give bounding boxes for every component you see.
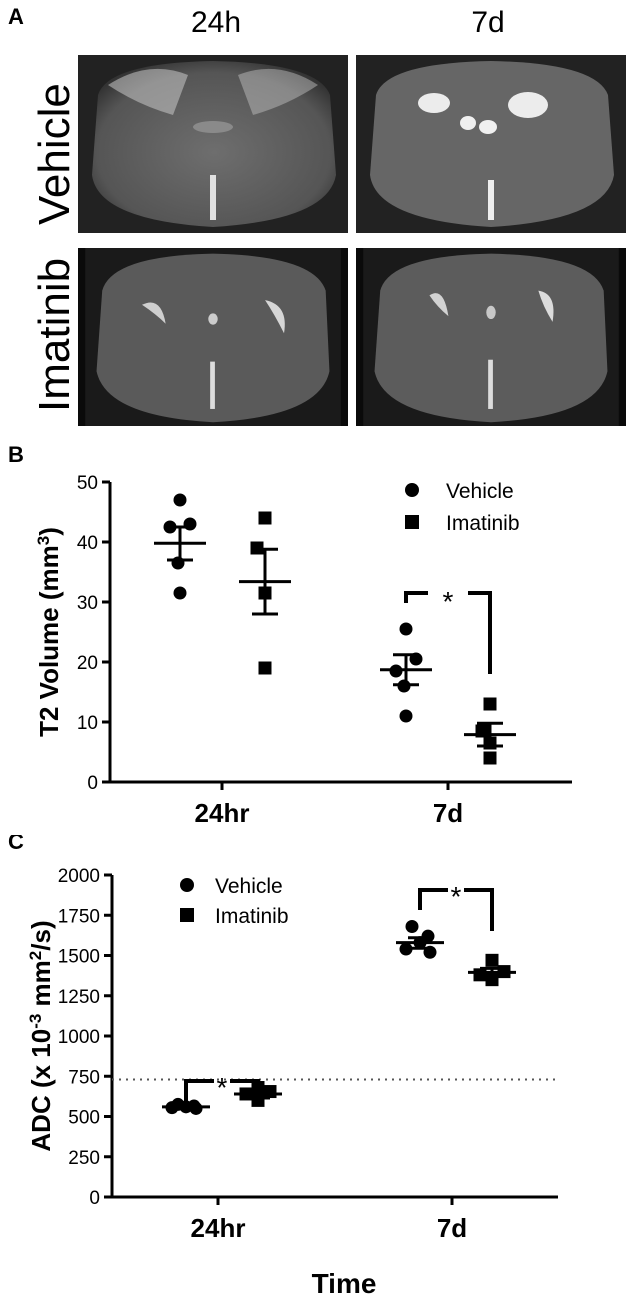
data-point-vehicle — [399, 942, 413, 956]
significance-label: * — [443, 586, 454, 617]
x-tick-label: 7d — [433, 798, 463, 828]
row-label-vehicle: Vehicle — [30, 83, 79, 225]
data-point-vehicle — [399, 709, 413, 723]
legend-label: Vehicle — [215, 875, 283, 898]
x-tick-label: 24hr — [195, 798, 250, 828]
data-point-vehicle — [173, 586, 187, 600]
data-point-imatinib — [483, 751, 497, 765]
data-point-imatinib — [473, 968, 487, 982]
significance-bracket — [184, 1079, 260, 1110]
y-tick-label: 1750 — [58, 906, 100, 927]
y-tick-label: 20 — [77, 653, 98, 674]
data-point-imatinib — [485, 953, 499, 967]
legend-label: Imatinib — [215, 905, 289, 928]
chart-t2-volume: B0102030405024hr7dTimeT2 Volume (mm3)*Ve… — [8, 442, 572, 828]
data-point-vehicle — [183, 517, 197, 531]
panel-letter: C — [8, 835, 24, 854]
y-tick-label: 2000 — [58, 866, 100, 887]
legend-marker — [405, 483, 419, 497]
y-tick-label: 750 — [68, 1067, 100, 1088]
legend-marker — [180, 908, 194, 922]
y-tick-label: 0 — [89, 1188, 100, 1209]
mri-image-imatinib-7d — [356, 248, 626, 426]
significance-bracket — [418, 888, 494, 931]
y-tick-label: 40 — [77, 533, 98, 554]
mri-image-imatinib-24h — [78, 248, 348, 426]
column-label-24h: 24h — [190, 6, 242, 39]
y-tick-label: 0 — [87, 773, 98, 794]
y-axis-title: ADC (x 10-3 mm2/s) — [26, 920, 57, 1151]
mri-image-vehicle-7d — [356, 55, 626, 233]
y-tick-label: 30 — [77, 593, 98, 614]
data-point-vehicle — [171, 556, 185, 570]
row-label-imatinib: Imatinib — [30, 257, 79, 412]
significance-label: * — [451, 881, 462, 912]
y-tick-label: 1000 — [58, 1027, 100, 1048]
y-tick-label: 1500 — [58, 947, 100, 968]
legend-marker — [180, 878, 194, 892]
x-tick-label: 7d — [437, 1213, 467, 1243]
data-point-imatinib — [263, 1085, 277, 1099]
legend-marker — [405, 515, 419, 529]
data-point-vehicle — [173, 493, 187, 507]
mri-image-vehicle-24h — [78, 55, 348, 233]
data-point-imatinib — [483, 697, 497, 711]
y-axis-title: T2 Volume (mm3) — [34, 527, 65, 737]
data-point-vehicle — [405, 920, 419, 934]
panel-letter: B — [8, 442, 24, 467]
y-tick-label: 1250 — [58, 987, 100, 1008]
x-tick-label: 24hr — [191, 1213, 246, 1243]
significance-label: * — [217, 1072, 228, 1103]
legend-label: Imatinib — [446, 512, 520, 535]
x-axis-title: Time — [312, 1268, 377, 1299]
chart-adc: C 0 250 500 750 1000 1250 1500 1750 2000 24hr 7d Tim… — [8, 835, 558, 1299]
data-point-imatinib — [258, 511, 272, 525]
y-tick-label: 50 — [77, 473, 98, 494]
legend-label: Vehicle — [446, 480, 514, 503]
y-tick-label: 500 — [68, 1108, 100, 1129]
y-tick-label: 250 — [68, 1148, 100, 1169]
y-tick-label: 10 — [77, 713, 98, 734]
panel-a-letter: A — [8, 4, 24, 29]
significance-bracket — [404, 591, 492, 674]
data-point-imatinib — [258, 661, 272, 675]
column-label-7d: 7d — [471, 6, 505, 39]
data-point-vehicle — [399, 622, 413, 636]
